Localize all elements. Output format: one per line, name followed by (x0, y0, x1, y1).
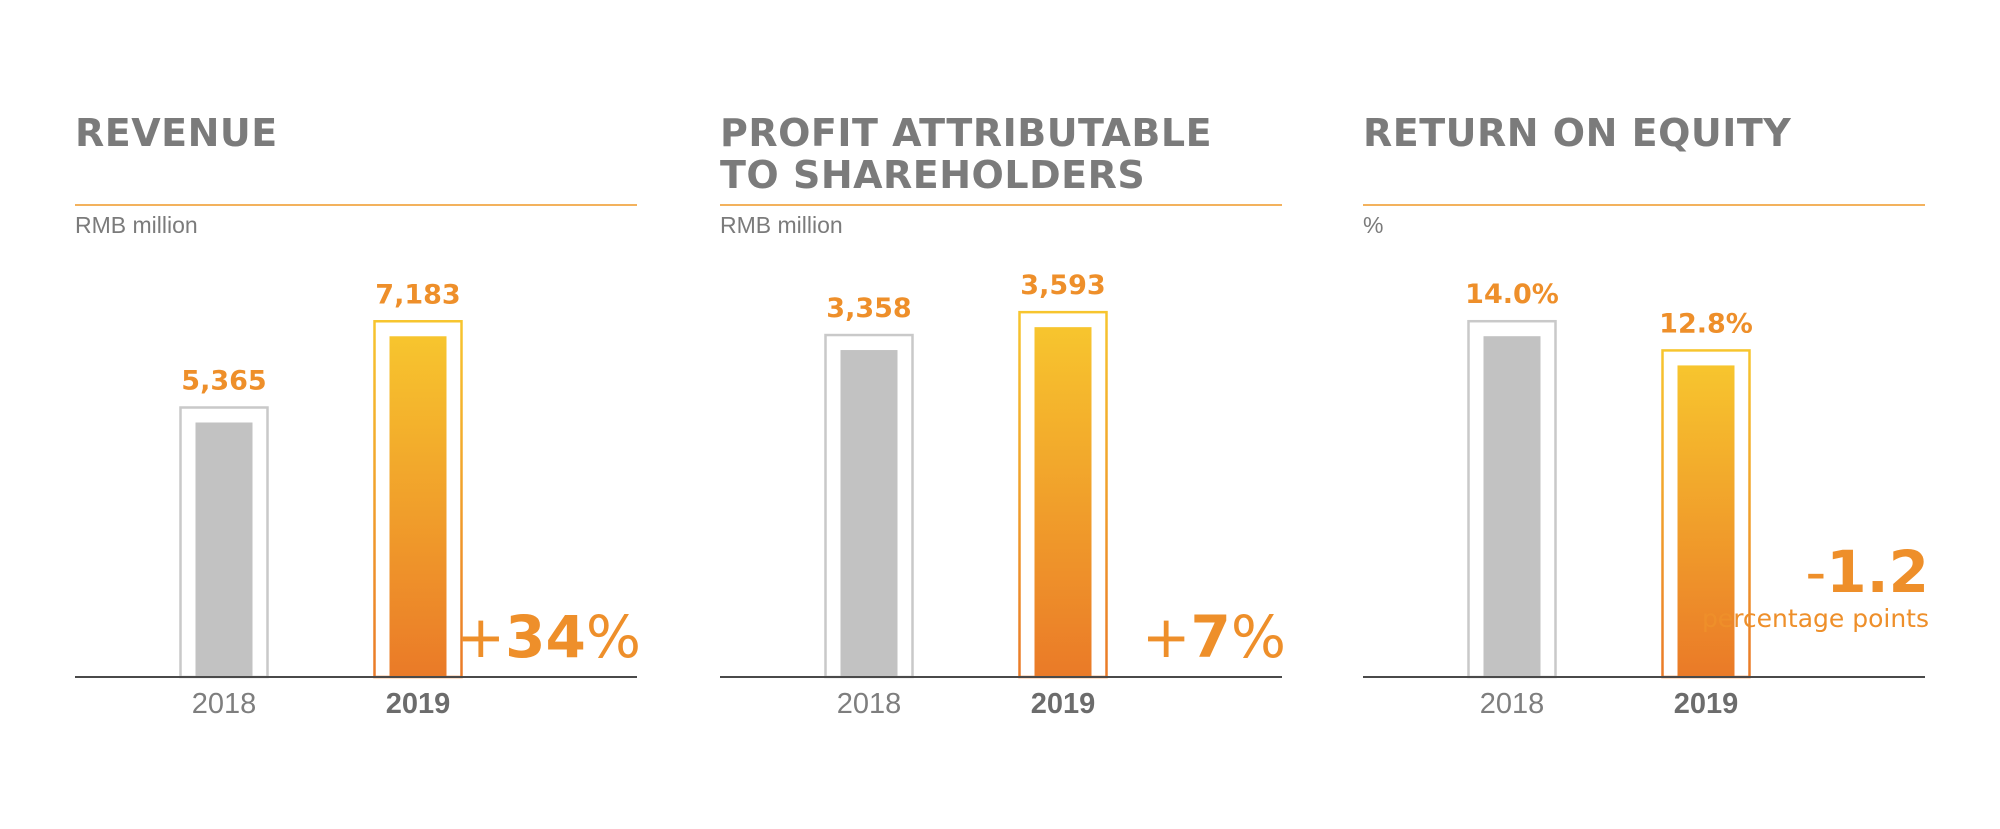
profit-bar-chart: 3,358 2018 3,593 2019 (720, 270, 1282, 720)
panel-title: REVENUE (75, 111, 278, 155)
bar-2019 (389, 336, 447, 677)
unit-label: % (1363, 212, 1384, 238)
value-label: 7,183 (375, 279, 460, 310)
bar-2018 (840, 350, 898, 677)
bar-2019 (1677, 365, 1735, 677)
change-indicator: +7% (1142, 607, 1286, 667)
panel-title: PROFIT ATTRIBUTABLE TO SHAREHOLDERS (720, 111, 1213, 197)
year-label: 2018 (1480, 688, 1545, 720)
change-indicator: +34% (457, 607, 641, 667)
year-label: 2019 (1031, 688, 1096, 720)
year-label: 2019 (1674, 688, 1739, 720)
year-label: 2018 (192, 688, 257, 720)
change-indicator: -1.2 percentage points (1702, 542, 1929, 636)
value-label: 3,358 (826, 293, 911, 324)
value-label: 3,593 (1020, 270, 1105, 301)
change-value: -1.2 (1805, 538, 1929, 606)
title-divider (75, 204, 637, 206)
unit-label: RMB million (720, 212, 843, 238)
revenue-panel: REVENUE RMB million 5,365 2018 7,183 2019 +… (75, 0, 641, 829)
revenue-bar-chart: 5,365 2018 7,183 2019 (75, 279, 637, 720)
value-label: 5,365 (181, 366, 266, 397)
roe-panel: RETURN ON EQUITY % 14.0% 2018 12.8% 2019 -1… (1363, 0, 1929, 829)
change-note: percentage points (1701, 604, 1929, 633)
bar-2018 (195, 422, 253, 677)
change-value: +34% (456, 603, 641, 671)
change-value: +7% (1141, 603, 1286, 671)
bar-2018 (1483, 336, 1541, 677)
roe-bar-chart: 14.0% 2018 12.8% 2019 (1363, 279, 1925, 720)
panel-title: RETURN ON EQUITY (1363, 111, 1792, 155)
profit-panel: PROFIT ATTRIBUTABLE TO SHAREHOLDERS RMB … (720, 0, 1286, 829)
value-label: 14.0% (1465, 279, 1559, 310)
value-label: 12.8% (1659, 308, 1753, 339)
title-divider (720, 204, 1282, 206)
year-label: 2019 (386, 688, 451, 720)
title-divider (1363, 204, 1925, 206)
year-label: 2018 (837, 688, 902, 720)
unit-label: RMB million (75, 212, 198, 238)
bar-2019 (1034, 327, 1092, 677)
